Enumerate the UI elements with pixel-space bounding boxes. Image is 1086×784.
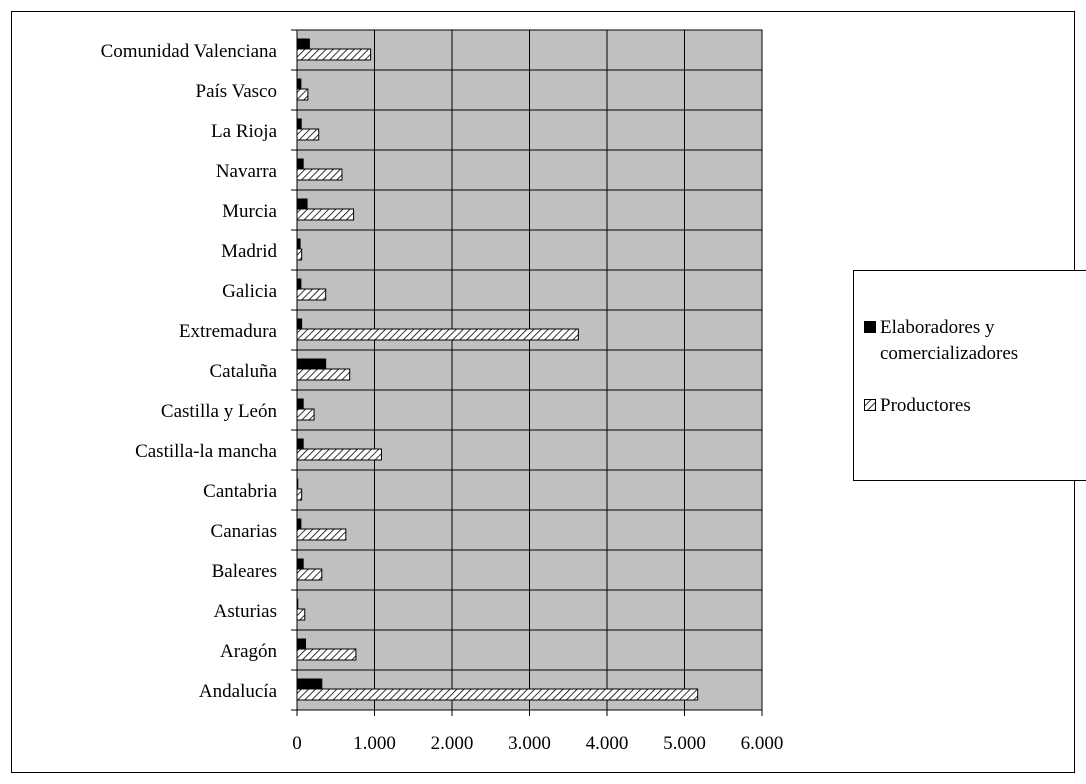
legend-swatch-hatch xyxy=(864,399,876,411)
tick-labels: 0 1.000 2.000 3.000 4.000 5.000 6.000 xyxy=(292,733,783,754)
legend-swatch-solid xyxy=(864,321,876,333)
x-tick-label: 4.000 xyxy=(586,733,629,754)
bar-elaboradores xyxy=(296,358,327,370)
bar-elaboradores xyxy=(296,158,304,170)
x-tick-label: 1.000 xyxy=(353,733,396,754)
bar-productores xyxy=(296,448,382,461)
bar-elaboradores xyxy=(296,118,302,130)
bar-productores xyxy=(296,48,372,61)
bar-productores xyxy=(296,328,579,341)
category-label: Murcia xyxy=(222,201,277,222)
bar-elaboradores xyxy=(296,198,308,210)
bar-productores xyxy=(296,368,351,381)
bar-elaboradores xyxy=(296,78,302,90)
category-label: Baleares xyxy=(212,561,277,582)
legend-label-line1: Elaboradores y xyxy=(880,317,995,338)
bar-productores xyxy=(296,168,343,181)
category-label: Cantabria xyxy=(203,481,277,502)
bar-elaboradores xyxy=(296,598,299,610)
bar-elaboradores xyxy=(296,398,304,410)
x-tick-label: 3.000 xyxy=(508,733,551,754)
category-labels: Comunidad Valenciana País Vasco La Rioja Na… xyxy=(101,41,278,702)
category-label: Extremadura xyxy=(179,321,278,342)
legend-item-elaboradores: Elaboradores y comercializadores xyxy=(864,315,1018,367)
category-label: Castilla y León xyxy=(161,401,278,422)
bar-productores xyxy=(296,128,320,141)
x-tick-label: 5.000 xyxy=(663,733,706,754)
bar-productores xyxy=(296,688,699,701)
category-label: Comunidad Valenciana xyxy=(101,41,278,62)
category-label: Andalucía xyxy=(199,681,278,702)
bar-productores xyxy=(296,248,303,261)
x-tick-label: 6.000 xyxy=(741,733,784,754)
legend-item-productores: Productores xyxy=(864,393,971,419)
category-label: Castilla-la mancha xyxy=(135,441,277,462)
bar-elaboradores xyxy=(296,38,310,50)
category-label: La Rioja xyxy=(211,121,278,142)
category-label: Galicia xyxy=(222,281,277,302)
category-label: Navarra xyxy=(216,161,278,182)
x-tick-label: 0 xyxy=(292,733,302,754)
bar-productores xyxy=(296,608,306,621)
bar-elaboradores xyxy=(296,438,304,450)
category-label: Canarias xyxy=(211,521,277,542)
category-label: Asturias xyxy=(214,601,277,622)
bar-productores xyxy=(296,528,347,541)
bar-elaboradores xyxy=(296,318,303,330)
legend: Elaboradores y comercializadores Producto… xyxy=(853,270,1086,481)
x-tick-label: 2.000 xyxy=(431,733,474,754)
x-axis xyxy=(291,29,763,716)
legend-label: Productores xyxy=(880,395,971,416)
category-label: Madrid xyxy=(221,241,277,262)
bar-productores xyxy=(296,488,303,501)
category-label: País Vasco xyxy=(196,81,277,102)
legend-label-line2: comercializadores xyxy=(880,343,1019,364)
bar-elaboradores xyxy=(296,678,323,690)
bar-productores xyxy=(296,568,323,581)
category-label: Aragón xyxy=(220,641,277,662)
bar-elaboradores xyxy=(296,518,302,530)
bar-elaboradores xyxy=(296,278,302,290)
bar-elaboradores xyxy=(296,638,307,650)
bar-elaboradores xyxy=(296,558,304,570)
bar-productores xyxy=(296,88,309,101)
bar-productores xyxy=(296,208,355,221)
bar-productores xyxy=(296,288,327,301)
bar-productores xyxy=(296,408,315,421)
bars xyxy=(296,38,699,701)
bar-productores xyxy=(296,648,357,661)
gridlines xyxy=(296,30,763,710)
bar-elaboradores xyxy=(296,238,301,250)
bar-elaboradores xyxy=(296,478,299,490)
category-label: Cataluña xyxy=(209,361,277,382)
